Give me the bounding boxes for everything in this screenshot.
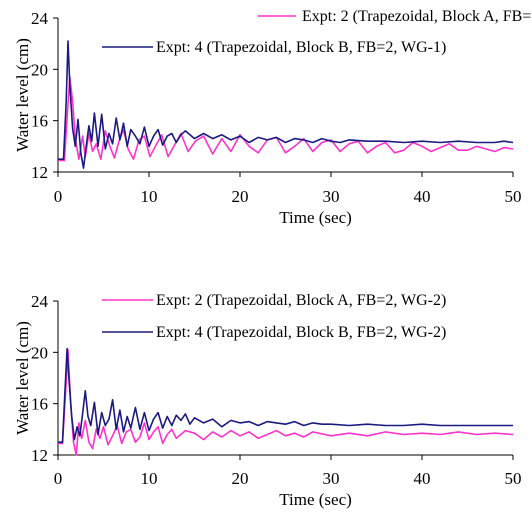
chart1-legend-entry-2: Expt: 4 (Trapezoidal, Block B, FB=2, WG-… [156,39,446,56]
chart2-x-axis-label: Time (sec) [279,490,352,509]
chart1-x-tick-label: 40 [414,187,431,206]
chart2-x-tick-label: 10 [141,469,158,488]
chart2-x-tick-label: 30 [323,469,340,488]
chart1-x-axis-label: Time (sec) [279,208,352,227]
chart2-x-tick-label: 40 [414,469,431,488]
chart2-y-tick-label: 20 [31,343,48,362]
chart1-series-1-line [58,76,514,162]
chart2-x-tick-label: 0 [54,469,63,488]
chart2-x-tick-label: 50 [505,469,522,488]
chart1-legend-entry-1: Expt: 2 (Trapezoidal, Block A, FB=2, WG-… [302,8,532,25]
chart2-series-2-line [58,347,513,444]
chart1-x-tick-label: 50 [505,187,522,206]
chart2-y-tick-label: 24 [31,292,49,311]
chart2-legend-entry-2: Expt: 4 (Trapezoidal, Block B, FB=2, WG-… [156,324,446,341]
chart1-x-tick-label: 10 [141,187,158,206]
chart1-y-axis-label: Water level (cm) [13,38,32,152]
chart2-y-axis-label: Water level (cm) [13,321,32,435]
chart2-x-tick-label: 20 [232,469,249,488]
chart1-y-tick-label: 20 [31,60,48,79]
chart1-y-tick-label: 12 [31,163,48,182]
chart1-y-tick-label: 16 [31,112,48,131]
chart1-x-tick-label: 30 [323,187,340,206]
chart1-x-tick-label: 0 [54,187,63,206]
chart2-y-tick-label: 16 [31,395,48,414]
chart1-y-tick-label: 24 [31,9,49,28]
chart2-legend-entry-1: Expt: 2 (Trapezoidal, Block A, FB=2, WG-… [156,292,446,309]
chart1-series-2-line [58,40,514,169]
chart2-series-1-line [58,348,514,456]
chart2-y-tick-label: 12 [31,446,48,465]
chart1-x-tick-label: 20 [232,187,249,206]
